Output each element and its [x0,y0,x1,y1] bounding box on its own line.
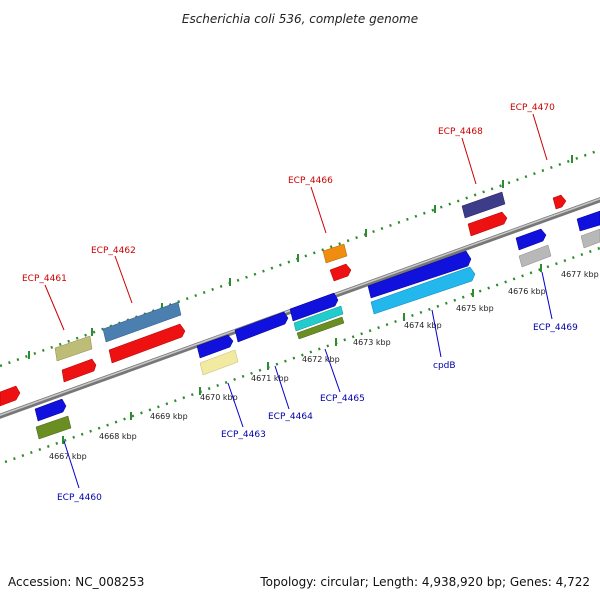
gene-label-ECP_4461[interactable]: ECP_4461 [22,274,67,284]
gene-label-ECP_4462[interactable]: ECP_4462 [91,246,136,256]
tick-label: 4675 kbp [456,304,494,313]
genes-lower [0,210,600,440]
gene-label-ECP_4465[interactable]: ECP_4465 [320,394,365,404]
gene-ECP_4465-block[interactable] [289,292,339,322]
gene-ECP_4463-block[interactable] [196,334,234,359]
tick-label: 4668 kbp [99,432,137,441]
gene-ECP_4470-block[interactable] [552,194,567,210]
tick-label: 4667 kbp [49,452,87,461]
gene-label-cpdB[interactable]: cpdB [433,361,456,371]
accession-label: Accession: NC_008253 [8,575,144,589]
gene-ECP_4463b-block[interactable] [199,349,239,376]
lower-track-ticks [62,264,542,444]
tick-label: 4669 kbp [150,412,188,421]
gene-ECP_4465b-block[interactable] [293,305,344,332]
gene-ECP_4461-block[interactable] [54,335,93,362]
callouts-lower [63,271,553,489]
gene-right-edge-gray-block[interactable] [580,228,600,249]
tick-label: 4672 kbp [302,355,340,364]
gene-right-edge-blue-block[interactable] [576,210,600,232]
callouts-upper [44,113,548,331]
gene-labels: ECP_4461 ECP_4462 ECP_4466 ECP_4468 ECP_… [22,103,578,503]
gene-ECP_4466b-block[interactable] [329,263,352,282]
tick-label: 4670 kbp [200,393,238,402]
gene-ECP_4462-block[interactable] [102,301,182,343]
gene-ECP_4464-block[interactable] [234,311,289,343]
gene-ECP_4469b-block[interactable] [518,244,552,268]
gene-label-ECP_4469[interactable]: ECP_4469 [533,323,578,333]
gene-left-edge-block[interactable] [0,385,21,407]
gene-ECP_4460b-block[interactable] [35,415,72,440]
gene-ECP_4468-block[interactable] [461,191,506,219]
gene-ECP_4465c-block[interactable] [296,316,345,340]
gene-label-ECP_4464[interactable]: ECP_4464 [268,412,313,422]
gene-label-ECP_4466[interactable]: ECP_4466 [288,176,333,186]
gene-label-ECP_4470[interactable]: ECP_4470 [510,103,555,113]
tick-label: 4674 kbp [404,321,442,330]
gene-ECP_4466-block[interactable] [322,243,348,264]
topology-label: Topology: circular; Length: 4,938,920 bp… [259,575,590,589]
gene-cpdB-upper-block[interactable] [367,250,472,299]
gene-ECP_4468b-block[interactable] [467,211,508,237]
gene-label-ECP_4460[interactable]: ECP_4460 [57,493,102,503]
gene-label-ECP_4463[interactable]: ECP_4463 [221,430,266,440]
tick-labels: 4667 kbp 4668 kbp 4669 kbp 4670 kbp 4671… [49,270,599,461]
tick-label: 4677 kbp [561,270,599,279]
map-title: Escherichia coli 536, complete genome [182,12,418,26]
gene-ECP_4469-block[interactable] [515,228,547,251]
gene-ECP_4461b-block[interactable] [61,358,97,383]
dotted-track-lower [4,246,600,464]
tick-label: 4676 kbp [508,287,546,296]
tick-label: 4673 kbp [353,338,391,347]
gene-ECP_4460-block[interactable] [34,398,67,422]
gene-label-ECP_4468[interactable]: ECP_4468 [438,127,483,137]
genes-upper [54,191,567,383]
dotted-track-upper [0,148,600,368]
tick-label: 4671 kbp [251,374,289,383]
gene-ECP_4462b-block[interactable] [108,323,186,364]
gene-cpdB-block[interactable] [370,266,476,315]
